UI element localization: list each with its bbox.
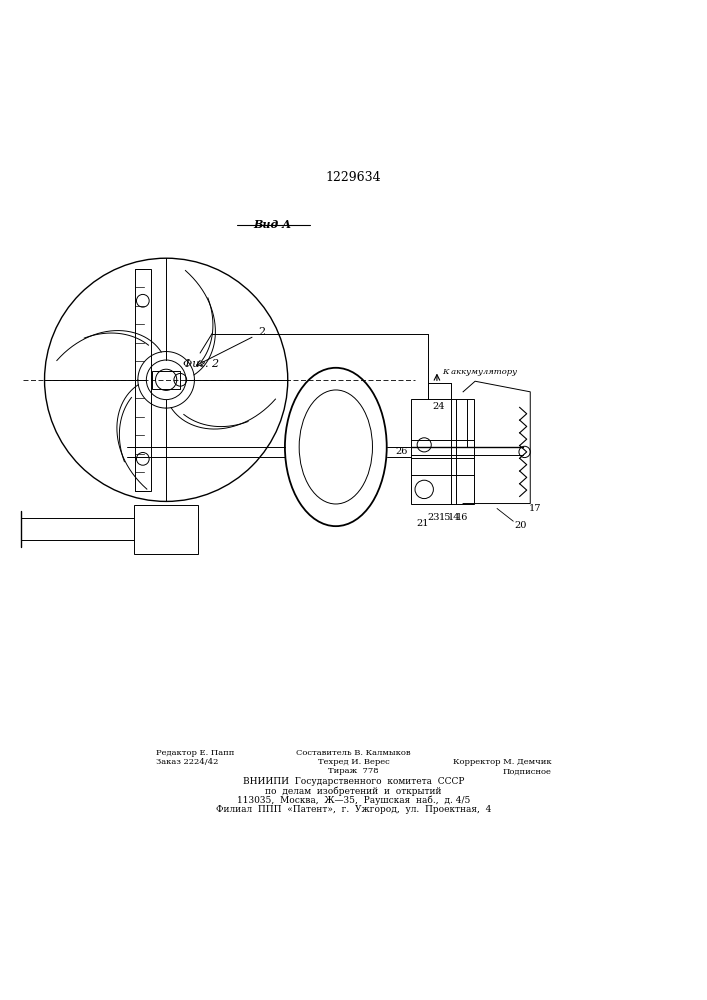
Text: 17: 17 [529,504,542,513]
Text: Подписное: Подписное [503,767,551,775]
Text: Вид А: Вид А [253,219,291,230]
Text: 15: 15 [439,513,452,522]
Text: Заказ 2224/42: Заказ 2224/42 [156,758,218,766]
Text: 113035,  Москва,  Ж—35,  Раушская  наб.,  д. 4/5: 113035, Москва, Ж—35, Раушская наб., д. … [237,796,470,805]
Text: по  делам  изобретений  и  открытий: по делам изобретений и открытий [265,786,442,796]
Text: Филиал  ППП  «Патент»,  г.  Ужгород,  ул.  Проектная,  4: Филиал ППП «Патент», г. Ужгород, ул. Про… [216,805,491,814]
Text: Фиг. 2: Фиг. 2 [183,359,220,369]
Bar [411,399,474,504]
Bar [134,505,198,554]
Text: 14: 14 [448,513,460,522]
Text: Тираж  778: Тираж 778 [328,767,379,775]
Text: 21: 21 [416,519,429,528]
Text: 16: 16 [455,513,468,522]
Text: Составитель В. Калмыков: Составитель В. Калмыков [296,749,411,757]
Text: 20: 20 [515,521,527,530]
Text: Корректор М. Демчик: Корректор М. Демчик [453,758,551,766]
Text: 23: 23 [427,513,440,522]
Text: 24: 24 [432,402,445,411]
Text: Редактор Е. Папп: Редактор Е. Папп [156,749,234,757]
Text: Техред И. Верес: Техред И. Верес [317,758,390,766]
Text: 26: 26 [395,447,408,456]
Text: 2: 2 [258,327,265,337]
Bar [152,371,180,389]
Text: К аккумулятору: К аккумулятору [442,368,517,376]
Text: ВНИИПИ  Государственного  комитета  СССР: ВНИИПИ Государственного комитета СССР [243,777,464,786]
Text: 1229634: 1229634 [326,171,381,184]
Bar [135,269,151,491]
